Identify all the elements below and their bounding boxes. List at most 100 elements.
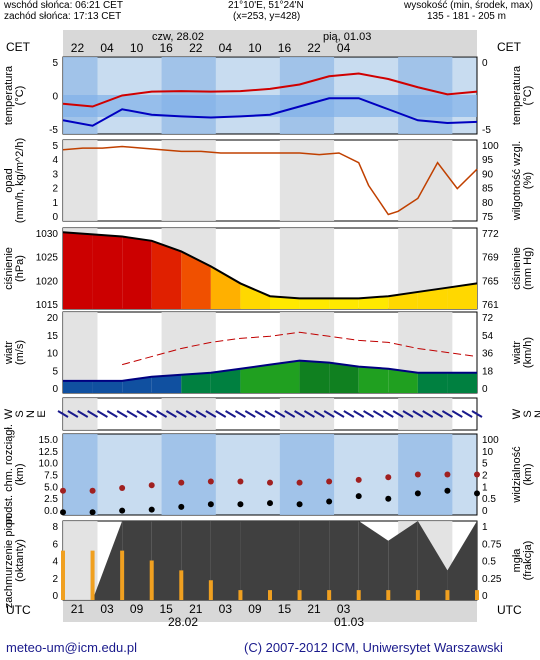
panel-wind-ytick: 15 [47, 331, 59, 342]
wind-arrow [353, 410, 365, 418]
wind-area [151, 374, 182, 393]
timebar-right-label: CET [497, 40, 522, 54]
header-height-label: wysokość (min, środek, max) [404, 0, 533, 11]
panel-cloudcover-ytick: 2 [52, 574, 58, 585]
panel-pressure-night [279, 228, 335, 309]
wind-arrow [195, 410, 207, 418]
utcbar-hour: 15 [160, 602, 174, 616]
header-grid: (x=253, y=428) [233, 11, 301, 22]
wind-arrow [451, 410, 463, 418]
panel-pressure-rtick: 765 [482, 276, 499, 287]
panel-winddir-left-label: W [3, 408, 15, 419]
temp-series-line [62, 72, 478, 108]
cloudcover-area [299, 521, 330, 600]
wind-arrow [402, 410, 414, 418]
utcbar-left-label: UTC [6, 603, 31, 617]
fog-bar [61, 550, 65, 600]
panel-precip-rtick: 85 [482, 184, 494, 195]
panel-precip-right-label: wilgotność wzgl. [511, 141, 523, 221]
utcbar-hour: 15 [278, 602, 292, 616]
temp-series-line [62, 97, 478, 127]
wind-arrow [313, 410, 325, 418]
wind-arrow [175, 410, 187, 418]
footer-copyright: (C) 2007-2012 ICM, Uniwersytet Warszawsk… [244, 640, 503, 655]
panel-precip-ytick: 3 [52, 169, 58, 180]
wind-arrow [225, 410, 237, 418]
panel-precip-rtick: 95 [482, 155, 494, 166]
panel-cloudbase-night [161, 434, 216, 515]
wind-area [299, 360, 330, 393]
cloudcover-area [92, 521, 123, 600]
wind-arrow [215, 410, 227, 418]
cloudbase-point [178, 479, 185, 486]
panel-winddir-left-label: S [14, 410, 26, 417]
panel-precip-rtick: 75 [482, 212, 494, 223]
panel-cloudbase-night [63, 434, 98, 515]
wind-arrow [96, 410, 108, 418]
panel-precip-rtick: 80 [482, 198, 494, 209]
cloudbase-point [355, 493, 362, 500]
utcbar-hour: 21 [189, 602, 203, 616]
wind-arrow [205, 410, 217, 418]
timebar-day1: czw, 28.02 [152, 31, 204, 43]
utcbar-hour: 03 [337, 602, 351, 616]
panel-precip-ytick: 5 [52, 141, 58, 152]
panel-temperature-rtick: -5 [482, 125, 491, 136]
fog-bar [386, 590, 391, 600]
wind-arrow [303, 410, 315, 418]
cloudbase-point [207, 501, 214, 508]
cloudbase-point [119, 485, 126, 491]
panel-precip-rtick: 90 [482, 169, 494, 180]
header-height-values: 135 - 181 - 205 m [427, 11, 506, 22]
panel-wind-ytick: 5 [52, 366, 58, 377]
panel-pressure-rtick: 769 [482, 253, 499, 264]
panel-precip-night [63, 140, 98, 221]
wind-arrow [87, 410, 99, 418]
cloudcover-area [122, 521, 152, 600]
panel-cloudbase-rtick: 0.5 [482, 494, 496, 505]
wind-arrow [126, 410, 138, 418]
fog-bar [208, 580, 213, 600]
wind-arrow [432, 410, 444, 418]
panel-wind-rtick: 54 [482, 331, 494, 342]
utcbar-date1: 28.02 [168, 615, 198, 629]
panel-cloudbase-ytick: 2.5 [44, 494, 58, 505]
wind-arrow [343, 410, 355, 418]
wind-arrow [372, 410, 384, 418]
panel-cloudbase-rtick: 10 [482, 447, 494, 458]
wind-arrow [116, 410, 128, 418]
cloudcover-area [151, 521, 182, 600]
pressure-area [447, 283, 477, 309]
panel-wind-right-label: (km/h) [522, 337, 534, 368]
wind-area [388, 368, 418, 393]
footer-email[interactable]: meteo-um@icm.edu.pl [6, 640, 137, 655]
timebar-hour: 16 [278, 41, 292, 55]
fog-bar [90, 550, 95, 600]
panel-precip-rtick: 100 [482, 141, 499, 152]
panel-cloudcover-left-label: (oktanty) [14, 539, 26, 582]
cloudbase-point [237, 501, 244, 508]
panel-cloudcover-rtick: 0.25 [482, 574, 502, 585]
cloudbase-point [148, 482, 155, 489]
panel-pressure-ytick: 1030 [36, 229, 59, 240]
timebar-hour: 04 [100, 41, 114, 55]
cloudcover-area [210, 521, 241, 600]
panel-pressure-rtick: 772 [482, 229, 499, 240]
wind-area [181, 372, 211, 393]
fog-bar [475, 590, 479, 600]
fog-bar [327, 590, 332, 600]
pressure-area [151, 240, 182, 309]
panel-wind-left-label: wiatr [3, 341, 15, 366]
wind-arrow [294, 410, 306, 418]
wind-arrow [146, 410, 158, 418]
cloudbase-point [474, 490, 480, 497]
humidity-line [62, 145, 478, 216]
fog-bar [179, 570, 184, 600]
cloudcover-area [181, 521, 211, 600]
temp-band [63, 95, 477, 117]
panel-wind-ytick: 20 [47, 313, 59, 324]
wind-arrow [77, 410, 89, 418]
cloudbase-point [444, 471, 451, 478]
cloudbase-point [474, 471, 480, 478]
